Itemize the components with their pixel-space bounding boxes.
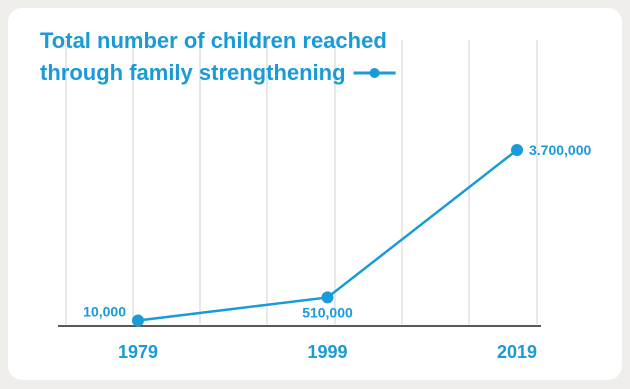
chart-title-line-2: through family strengthening <box>40 60 346 85</box>
grid-lines <box>65 40 538 324</box>
x-tick-1999: 1999 <box>307 342 347 362</box>
x-tick-1979: 1979 <box>118 342 158 362</box>
chart-card: Total number of children reached through… <box>8 8 622 380</box>
data-label-2019: 3.700,000 <box>529 142 591 158</box>
data-labels: 10,000 510,000 3.700,000 <box>83 142 591 320</box>
chart-title-line-1: Total number of children reached <box>40 28 387 53</box>
data-label-1979: 10,000 <box>83 304 126 320</box>
data-label-1999: 510,000 <box>302 304 353 320</box>
legend-line-marker <box>353 68 396 78</box>
x-tick-labels: 1979 1999 2019 <box>118 342 537 362</box>
data-point-1979 <box>132 314 144 327</box>
data-points <box>132 144 523 327</box>
data-point-1999 <box>321 291 334 304</box>
x-tick-2019: 2019 <box>497 342 537 362</box>
line-chart: Total number of children reached through… <box>40 28 591 362</box>
data-point-2019 <box>511 144 523 156</box>
legend-dot <box>369 68 380 78</box>
